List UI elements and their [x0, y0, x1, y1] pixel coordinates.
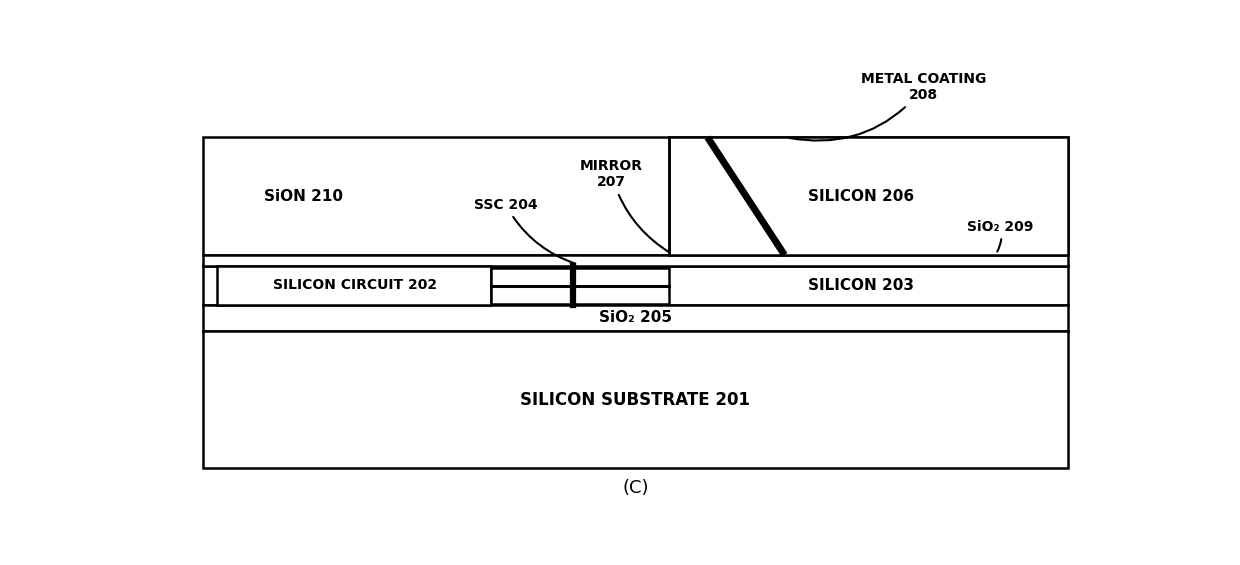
- Text: SILICON CIRCUIT 202: SILICON CIRCUIT 202: [273, 279, 436, 292]
- Bar: [203, 137, 1068, 255]
- Text: SiO₂ 205: SiO₂ 205: [599, 310, 672, 325]
- Bar: [217, 266, 491, 305]
- Bar: [491, 268, 670, 303]
- Text: SSC 204: SSC 204: [474, 198, 575, 263]
- Text: METAL COATING
208: METAL COATING 208: [789, 72, 987, 141]
- Text: SiON 210: SiON 210: [264, 189, 343, 203]
- Bar: [670, 137, 1068, 255]
- Text: SILICON 203: SILICON 203: [808, 278, 914, 293]
- Bar: [203, 305, 1068, 331]
- Text: MIRROR
207: MIRROR 207: [580, 159, 670, 253]
- Text: SILICON 206: SILICON 206: [808, 189, 914, 203]
- Text: SILICON SUBSTRATE 201: SILICON SUBSTRATE 201: [521, 391, 750, 408]
- Text: SiO₂ 209: SiO₂ 209: [967, 220, 1034, 251]
- Text: (C): (C): [622, 480, 649, 498]
- Bar: [203, 331, 1068, 468]
- Bar: [203, 266, 1068, 305]
- Bar: [203, 255, 1068, 266]
